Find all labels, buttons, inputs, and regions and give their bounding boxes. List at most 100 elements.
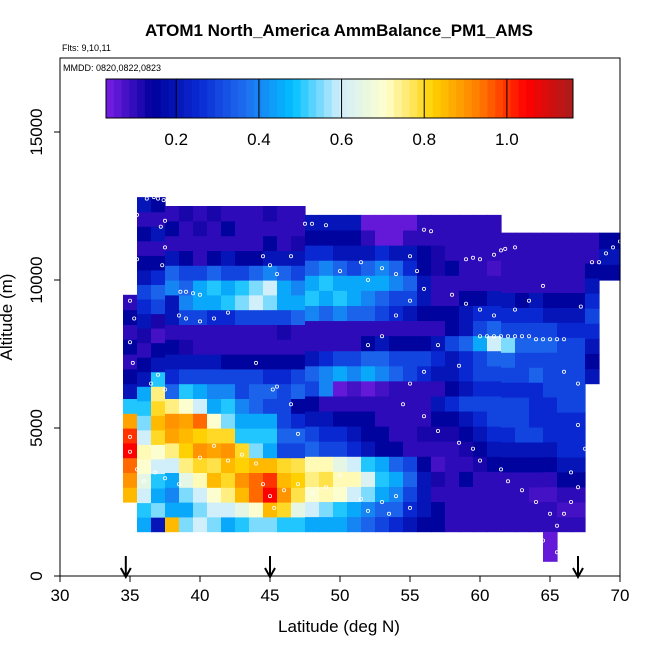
colorbar-swatch	[425, 79, 434, 118]
heatmap-cell	[151, 255, 166, 271]
track-point	[569, 470, 574, 475]
heatmap-cell	[277, 442, 292, 459]
heatmap-cell	[165, 250, 180, 266]
track-point	[155, 372, 160, 377]
arrow-marker	[572, 556, 584, 580]
heatmap-cell	[221, 516, 236, 533]
heatmap-cell	[431, 441, 446, 457]
heatmap-cell	[193, 457, 208, 473]
heatmap-cell	[529, 367, 544, 383]
heatmap-cell	[543, 337, 558, 353]
heatmap-cell	[445, 456, 460, 472]
heatmap-cell	[249, 250, 264, 266]
heatmap-cell	[389, 501, 404, 518]
heatmap-cell	[235, 487, 250, 503]
heatmap-cell	[193, 502, 208, 518]
dates-label: MMDD: 0820,0822,0823	[63, 63, 161, 73]
track-point	[541, 283, 546, 288]
heatmap-cell	[291, 472, 306, 488]
track-point	[421, 414, 426, 419]
heatmap-cell	[165, 383, 180, 399]
heatmap-cell	[319, 350, 334, 367]
heatmap-cell	[487, 426, 502, 442]
heatmap-cell	[501, 367, 516, 383]
heatmap-cell	[179, 368, 194, 385]
heatmap-cell	[305, 335, 320, 352]
heatmap-cell	[417, 486, 432, 503]
y-tick-label: 15000	[27, 108, 46, 155]
heatmap-cell	[277, 502, 292, 518]
heatmap-cell	[431, 486, 446, 503]
heatmap-cell	[165, 413, 180, 429]
heatmap-cell	[123, 339, 138, 355]
heatmap-cell	[333, 441, 348, 457]
heatmap-cell	[431, 245, 446, 261]
heatmap-cell	[305, 365, 320, 382]
heatmap-cell	[459, 305, 474, 322]
heatmap-cell	[501, 486, 516, 503]
heatmap-cell	[207, 250, 222, 266]
colorbar-swatch	[160, 79, 169, 118]
heatmap-cell	[487, 214, 502, 231]
heatmap-cell	[319, 471, 334, 487]
heatmap-cell	[263, 413, 278, 429]
heatmap-cell	[501, 441, 516, 458]
track-point	[253, 360, 258, 365]
track-point	[576, 381, 581, 386]
heatmap-cell	[193, 220, 208, 237]
heatmap-cell	[151, 473, 166, 489]
heatmap-cell	[543, 426, 558, 443]
track-point	[127, 340, 132, 345]
heatmap-cell	[403, 410, 418, 427]
track-point	[590, 260, 595, 265]
heatmap-cell	[375, 350, 390, 367]
track-point	[562, 511, 567, 516]
track-point	[309, 491, 314, 496]
heatmap-cell	[291, 220, 306, 237]
track-point	[288, 402, 293, 407]
heatmap-cell	[151, 386, 166, 402]
heatmap-cell	[291, 280, 306, 296]
heatmap-cell	[389, 365, 404, 382]
track-point	[393, 494, 398, 499]
track-point	[274, 272, 279, 277]
track-point	[534, 337, 539, 342]
heatmap-cell	[515, 501, 530, 518]
heatmap-cell	[235, 339, 250, 355]
heatmap-cell	[207, 235, 222, 251]
flights-label: Flts: 9,10,11	[62, 43, 111, 53]
track-point	[604, 251, 609, 256]
heatmap-cell	[151, 517, 166, 533]
heatmap-cell	[557, 292, 572, 308]
heatmap-cell	[571, 426, 586, 443]
heatmap-cell	[445, 486, 460, 503]
heatmap-cell	[431, 275, 446, 291]
heatmap-cell	[445, 305, 460, 322]
heatmap-cell	[319, 245, 334, 261]
track-point	[162, 245, 167, 250]
heatmap-cell	[277, 206, 292, 222]
heatmap-cell	[417, 290, 432, 306]
heatmap-cell	[389, 441, 404, 457]
heatmap-cell	[459, 410, 474, 427]
heatmap-cell	[263, 220, 278, 237]
track-point	[491, 313, 496, 318]
heatmap-cell	[487, 290, 502, 306]
heatmap-cell	[305, 456, 320, 472]
heatmap-cell	[431, 516, 446, 533]
heatmap-cell	[333, 275, 348, 291]
heatmap-cell	[277, 324, 292, 340]
heatmap-cell	[347, 486, 362, 503]
heatmap-cell	[193, 324, 208, 340]
colorbar-swatch	[518, 79, 527, 118]
heatmap-cell	[487, 365, 502, 382]
heatmap-cell	[529, 322, 544, 338]
heatmap-cell	[403, 456, 418, 472]
flight-track-points	[127, 195, 623, 555]
heatmap-cell	[179, 413, 194, 429]
colorbar-swatch	[557, 79, 566, 118]
heatmap-cell	[179, 516, 194, 533]
heatmap-cell	[263, 354, 278, 370]
heatmap-cell	[151, 211, 166, 227]
track-point	[611, 245, 616, 250]
